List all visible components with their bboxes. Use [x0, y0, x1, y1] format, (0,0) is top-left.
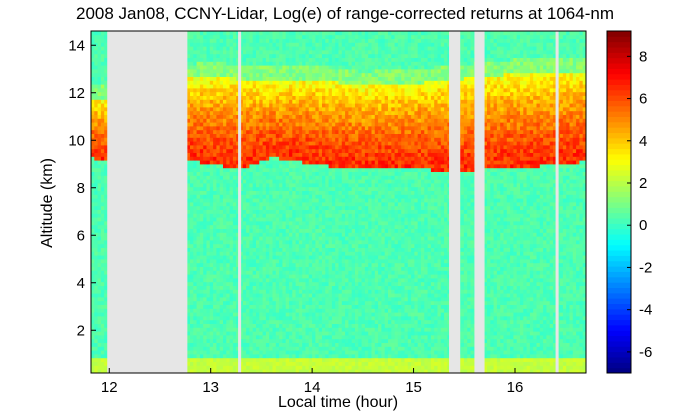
- colorbar-axis: -6 -4 -2 0 2 4 6 8: [627, 48, 652, 361]
- colorbar-tick-label: -6: [639, 344, 652, 361]
- y-axis: 2 4 6 8 10 12 14: [68, 37, 96, 339]
- colorbar-tick-label: 0: [639, 217, 647, 234]
- y-tick-label: 4: [77, 275, 85, 292]
- y-tick-label: 6: [77, 227, 85, 244]
- chart-title: 2008 Jan08, CCNY-Lidar, Log(e) of range-…: [75, 4, 614, 23]
- x-tick-label: 16: [507, 379, 524, 396]
- colorbar-tick-label: -2: [639, 259, 652, 276]
- plot-frame: [90, 30, 587, 374]
- x-axis: 12 13 14 15 16: [101, 368, 523, 396]
- y-tick-label: 10: [68, 132, 85, 149]
- x-axis-label: Local time (hour): [277, 394, 399, 411]
- heatmap: [91, 31, 587, 374]
- x-tick-label: 14: [304, 379, 321, 396]
- data-gap-3: [449, 31, 461, 373]
- colorbar-tick-label: 6: [639, 91, 647, 108]
- data-gap-2: [238, 31, 242, 373]
- data-gap-4: [474, 31, 485, 373]
- x-tick-label: 13: [202, 379, 219, 396]
- colorbar-tick-label: 8: [639, 48, 647, 65]
- colorbar-tick-label: -4: [639, 302, 652, 319]
- colorbar-tick-label: 4: [639, 133, 647, 150]
- colorbar-tick-label: 2: [639, 175, 647, 192]
- x-tick-label: 15: [405, 379, 422, 396]
- colorbar: [606, 30, 632, 374]
- data-gap-1: [107, 31, 188, 373]
- x-tick-label: 12: [101, 379, 118, 396]
- y-tick-label: 12: [68, 85, 85, 102]
- data-gap-5: [555, 31, 559, 373]
- y-tick-label: 14: [68, 37, 85, 54]
- y-tick-label: 2: [77, 322, 85, 339]
- y-tick-label: 8: [77, 180, 85, 197]
- colorbar-frame: [606, 30, 632, 374]
